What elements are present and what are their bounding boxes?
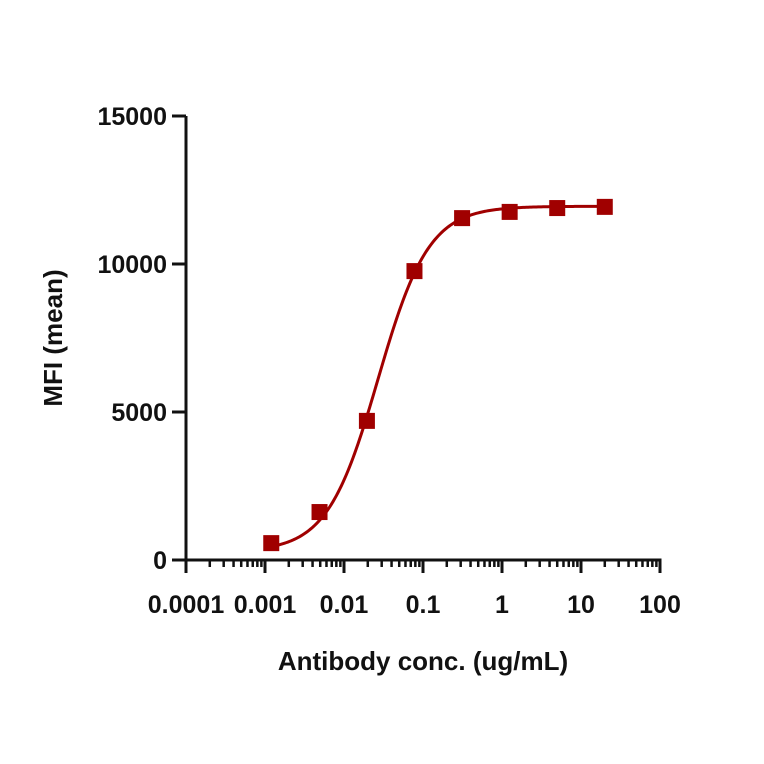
data-point-square xyxy=(311,504,328,521)
fit-curve xyxy=(270,204,605,549)
y-tick-label: 0 xyxy=(153,547,167,575)
x-tick-label: 0.01 xyxy=(320,591,369,619)
data-points xyxy=(263,198,613,552)
axes xyxy=(172,114,662,573)
x-tick-label: 0.1 xyxy=(406,591,441,619)
tick-labels: 0 5000 10000 15000 0.0001 0.001 0.01 0.1 1 10 100 xyxy=(97,103,680,619)
y-tick-label: 5000 xyxy=(111,399,167,427)
y-tick-label: 10000 xyxy=(97,251,167,279)
data-point-square xyxy=(263,535,280,552)
x-tick-label: 1 xyxy=(495,591,509,619)
data-point-square xyxy=(596,198,613,215)
x-tick-label: 0.001 xyxy=(234,591,297,619)
data-point-square xyxy=(406,263,423,280)
x-axis-title: Antibody conc. (ug/mL) xyxy=(278,646,568,676)
data-point-square xyxy=(501,203,518,220)
y-tick-label: 15000 xyxy=(97,103,167,131)
x-tick-label: 10 xyxy=(567,591,595,619)
x-tick-label: 0.0001 xyxy=(148,591,225,619)
x-tick-label: 100 xyxy=(639,591,681,619)
data-point-square xyxy=(454,210,471,227)
data-point-square xyxy=(549,200,566,217)
fit-curve-line xyxy=(270,204,605,549)
y-axis-title: MFI (mean) xyxy=(38,269,68,406)
data-point-square xyxy=(358,412,375,429)
